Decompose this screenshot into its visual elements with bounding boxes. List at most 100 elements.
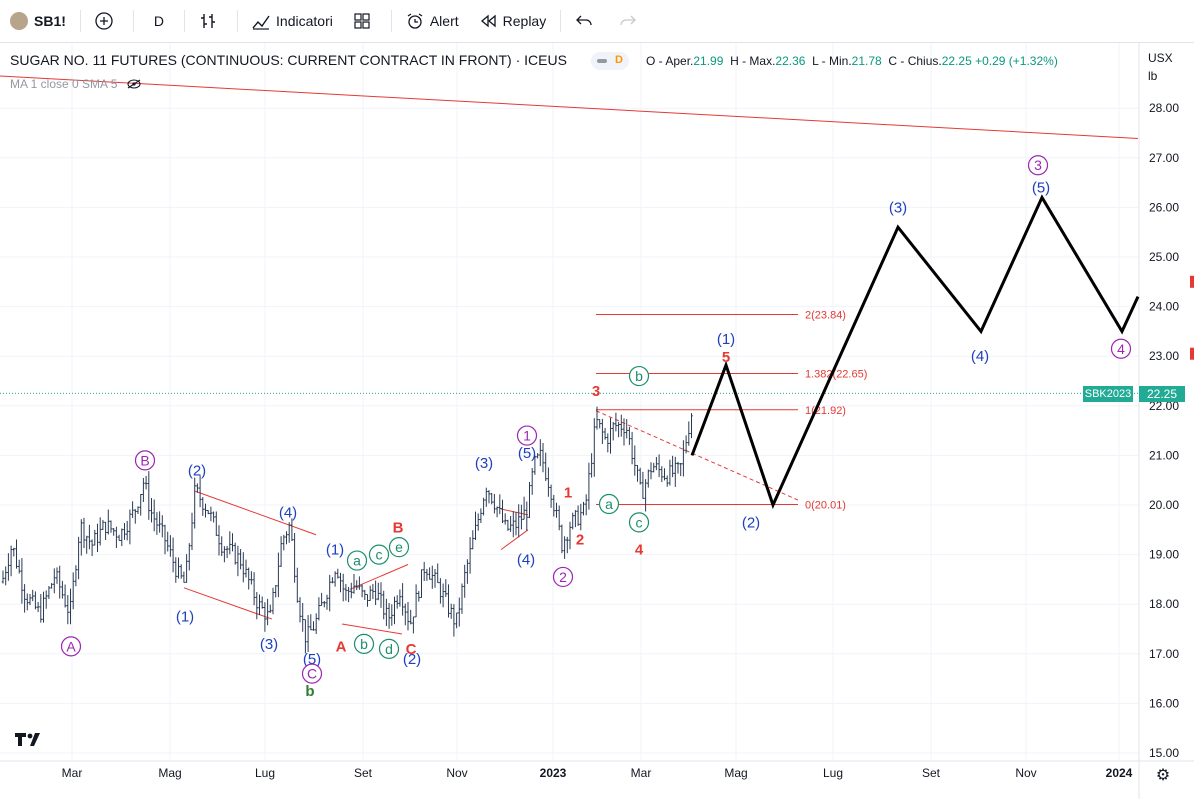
channel-line xyxy=(194,490,317,536)
price-tick-label: 26.00 xyxy=(1149,200,1179,214)
chart-style-button[interactable] xyxy=(189,0,233,42)
chart-title: SUGAR NO. 11 FUTURES (CONTINUOUS: CURREN… xyxy=(10,52,567,68)
symbol-label: SB1! xyxy=(34,13,66,29)
price-tick-label: 18.00 xyxy=(1149,597,1179,611)
high-value: 22.36 xyxy=(775,54,806,68)
layouts-button[interactable] xyxy=(343,0,387,42)
interval-button[interactable]: D xyxy=(138,0,180,42)
wave-label-circle xyxy=(346,550,368,571)
wave-label: a xyxy=(353,553,361,569)
tradingview-logo-icon xyxy=(15,733,40,746)
indicators-icon xyxy=(252,15,270,30)
wave-label: 4 xyxy=(635,542,644,559)
wave-label-circle xyxy=(388,537,410,558)
wave-label: (5) xyxy=(1032,180,1050,197)
wave-label: B xyxy=(140,452,149,468)
wave-label-circle xyxy=(353,633,375,654)
wave-label-circle xyxy=(598,493,620,515)
high-label: H - Max. xyxy=(730,54,776,68)
undo-button[interactable] xyxy=(565,0,609,42)
replay-label: Replay xyxy=(502,13,547,29)
indicators-label: Indicatori xyxy=(276,13,333,29)
ohlc-readout: O - Aper.21.99 H - Max.22.36 L - Min.21.… xyxy=(646,54,1058,68)
ma-indicator-legend[interactable]: MA 1 close 0 SMA 5 xyxy=(10,77,141,91)
redo-icon xyxy=(620,15,637,26)
settings-gear-icon[interactable]: ⚙ xyxy=(1156,767,1170,784)
currency-unit-selector[interactable]: USX lb xyxy=(1148,49,1173,85)
time-tick-label: Mar xyxy=(631,766,652,780)
undo-icon xyxy=(576,15,592,26)
wave-label: (1) xyxy=(326,542,344,559)
wave-label: 4 xyxy=(1117,341,1125,357)
price-chart[interactable]: 15.00 16.00 17.00 18.00 19.00 20.00 21.00 22.00… xyxy=(0,43,1194,799)
interval-label: D xyxy=(153,13,165,29)
replay-button[interactable]: Replay xyxy=(469,0,557,42)
trend-line xyxy=(0,75,1139,139)
chart-area[interactable]: 15.00 16.00 17.00 18.00 19.00 20.00 21.00 22.00… xyxy=(0,43,1194,799)
wave-label: d xyxy=(385,641,393,657)
unit-label: lb xyxy=(1148,69,1158,83)
toolbar-divider xyxy=(390,10,392,32)
wave-label-circle xyxy=(628,512,650,533)
time-tick-label: Mar xyxy=(62,766,83,780)
time-tick-label: Mag xyxy=(158,766,181,780)
grid-icon xyxy=(354,13,370,29)
indicators-button[interactable]: Indicatori xyxy=(242,0,343,42)
alert-marker xyxy=(1190,275,1194,288)
rewind-icon xyxy=(480,14,496,28)
price-tick-label: 24.00 xyxy=(1149,300,1179,314)
wave-label: (2) xyxy=(742,514,760,531)
alert-marker xyxy=(1190,347,1194,360)
time-tick-label: Nov xyxy=(446,766,467,780)
wave-label: 1 xyxy=(523,428,531,444)
fib-level-label: 0(20.01) xyxy=(805,500,846,512)
fib-level-label: 2(23.84) xyxy=(805,310,846,322)
toolbar-divider xyxy=(237,10,239,32)
symbol-logo xyxy=(10,12,28,30)
alert-button[interactable]: Alert xyxy=(396,0,469,42)
wave-label: 3 xyxy=(1034,157,1042,173)
alarm-clock-icon xyxy=(407,13,423,29)
channel-line xyxy=(183,587,273,620)
delay-badge: D xyxy=(615,54,623,66)
compare-button[interactable] xyxy=(85,0,129,42)
time-tick-label: 2023 xyxy=(540,766,567,780)
symbol-search[interactable]: SB1! xyxy=(0,0,76,42)
bars-style-icon xyxy=(201,14,216,28)
wave-label: b xyxy=(360,636,368,652)
wave-label: a xyxy=(605,496,613,512)
data-status-pill[interactable]: D xyxy=(591,52,629,70)
open-label: O - Aper. xyxy=(646,54,694,68)
projection-dashed-line xyxy=(595,410,799,501)
toolbar-divider xyxy=(79,10,81,32)
price-tick-label: 19.00 xyxy=(1149,548,1179,562)
time-tick-label: 2024 xyxy=(1106,766,1133,780)
redo-button[interactable] xyxy=(609,0,653,42)
wave-label-circle xyxy=(301,663,323,684)
wave-label: A xyxy=(336,638,347,655)
eye-hidden-icon[interactable] xyxy=(127,79,141,89)
wave-label: (1) xyxy=(717,331,735,348)
status-dot xyxy=(597,59,607,63)
price-tick-label: 17.00 xyxy=(1149,647,1179,661)
wave-label-circle xyxy=(552,566,574,588)
wave-label: (2) xyxy=(188,462,206,479)
wave-label: 2 xyxy=(576,532,584,549)
wave-label: C xyxy=(406,641,417,658)
wave-label-circle xyxy=(628,365,650,387)
tradingview-logo[interactable] xyxy=(14,731,44,752)
currency-label: USX xyxy=(1148,51,1173,65)
wave-label: e xyxy=(395,539,403,555)
time-tick-label: Lug xyxy=(823,766,843,780)
plus-circle-icon xyxy=(95,12,113,30)
wave-label-circle xyxy=(378,638,400,659)
wave-label: (3) xyxy=(889,199,907,216)
price-tick-label: 25.00 xyxy=(1149,250,1179,264)
wave-label: (1) xyxy=(176,609,194,626)
time-tick-label: Nov xyxy=(1015,766,1036,780)
wave-label: (2) xyxy=(403,651,421,668)
wave-label: C xyxy=(307,666,317,682)
wave-label: (3) xyxy=(260,636,278,653)
wave-label: B xyxy=(393,519,404,536)
wave-label: 1 xyxy=(564,485,572,502)
